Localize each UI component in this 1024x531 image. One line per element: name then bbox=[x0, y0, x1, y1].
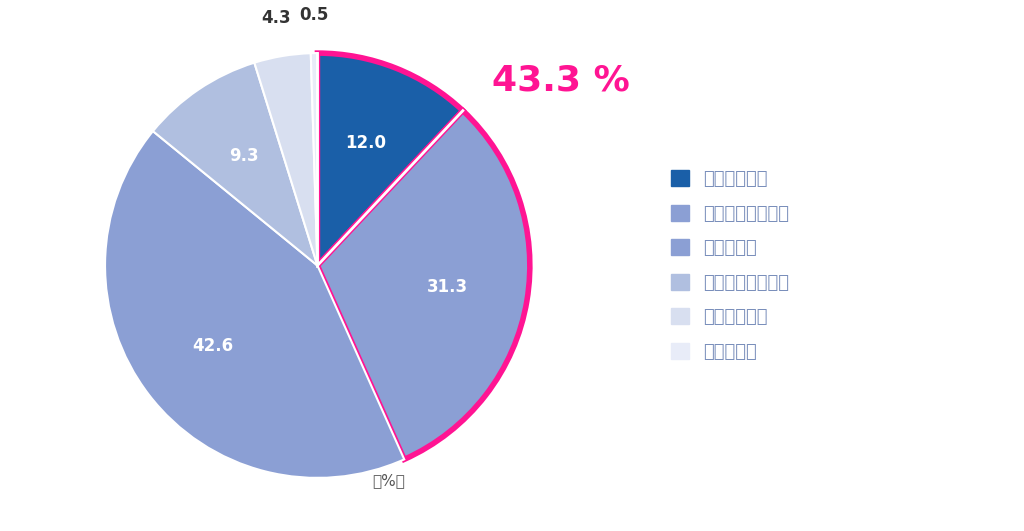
Legend: 難しくなった, やや難しくなった, 変わらない, やや易しくなった, 易しくなった, わからない: 難しくなった, やや難しくなった, 変わらない, やや易しくなった, 易しくなっ… bbox=[664, 163, 797, 368]
Wedge shape bbox=[105, 131, 404, 478]
Text: 0.5: 0.5 bbox=[299, 6, 328, 24]
Wedge shape bbox=[317, 110, 529, 459]
Text: 42.6: 42.6 bbox=[193, 337, 233, 355]
Wedge shape bbox=[317, 53, 463, 266]
Text: 12.0: 12.0 bbox=[345, 134, 386, 152]
Text: 31.3: 31.3 bbox=[427, 278, 468, 296]
Text: 9.3: 9.3 bbox=[229, 147, 259, 165]
Wedge shape bbox=[310, 53, 317, 266]
Text: 4.3: 4.3 bbox=[261, 10, 291, 27]
Text: （%）: （%） bbox=[373, 474, 406, 489]
Wedge shape bbox=[254, 53, 317, 266]
Text: 43.3 %: 43.3 % bbox=[492, 64, 630, 98]
Wedge shape bbox=[153, 63, 317, 266]
